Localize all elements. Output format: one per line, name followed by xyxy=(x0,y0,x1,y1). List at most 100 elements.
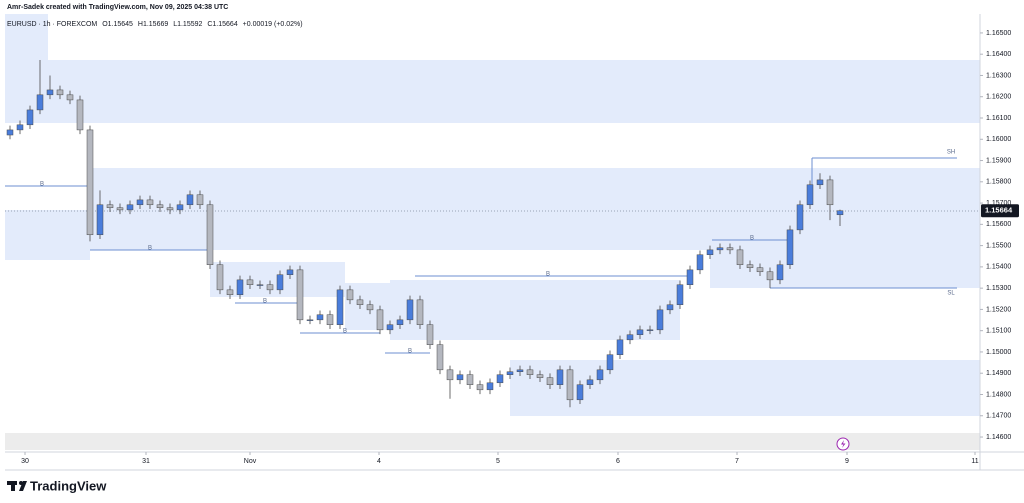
candle-body xyxy=(216,264,224,291)
legend-open: O1.15645 xyxy=(102,21,133,28)
candle-body xyxy=(796,204,804,231)
levels: B B B B B B B SH SL xyxy=(5,150,980,355)
candle-body xyxy=(456,374,464,381)
candle-body xyxy=(326,314,334,325)
candle-body xyxy=(766,271,774,281)
legend-close: C1.15664 xyxy=(207,21,237,28)
zone xyxy=(390,280,680,340)
candle-body xyxy=(376,309,384,331)
y-tick-label: 1.16300 xyxy=(986,72,1011,79)
candle-body xyxy=(56,89,64,96)
candle-body xyxy=(526,369,534,375)
candle-body xyxy=(546,377,554,385)
candle-body xyxy=(276,274,284,291)
legend-high: H1.15669 xyxy=(138,21,168,28)
candle-body xyxy=(166,207,174,211)
candle-body xyxy=(816,179,824,186)
annotation: B xyxy=(546,272,550,278)
candle-body xyxy=(446,369,454,381)
symbol: EURUSD · 1h · FOREXCOM xyxy=(7,21,97,28)
candle-body xyxy=(426,324,434,345)
candle-body xyxy=(606,354,614,371)
zone xyxy=(710,240,980,288)
event-bolt xyxy=(841,440,846,448)
candle-body xyxy=(286,269,294,275)
candle-body xyxy=(756,267,764,273)
candle-body xyxy=(156,204,164,209)
candle-body xyxy=(716,247,724,251)
candle-body xyxy=(346,289,354,301)
y-tick-label: 1.16000 xyxy=(986,136,1011,143)
candle-body xyxy=(556,369,564,385)
candle-body xyxy=(646,329,654,331)
y-tick-label: 1.15200 xyxy=(986,306,1011,313)
y-tick-label: 1.15800 xyxy=(986,179,1011,186)
annotation: B xyxy=(40,182,44,188)
candle-body xyxy=(736,249,744,266)
x-tick-label: 9 xyxy=(845,458,849,465)
candle-body xyxy=(516,369,524,372)
y-tick-label: 1.16500 xyxy=(986,30,1011,37)
annotation: B xyxy=(263,299,267,305)
session-band xyxy=(5,433,980,450)
candle-body xyxy=(396,319,404,325)
zones xyxy=(5,14,980,450)
candle-body xyxy=(306,319,314,321)
candle-body xyxy=(406,299,414,321)
candle-body xyxy=(496,374,504,384)
brand: TradingView xyxy=(30,478,107,493)
logo-mark xyxy=(19,481,27,491)
candle-body xyxy=(16,124,24,131)
zone xyxy=(90,168,980,250)
y-tick-label: 1.14600 xyxy=(986,434,1011,441)
candle-body xyxy=(676,284,684,305)
candle-body xyxy=(256,284,264,286)
y-tick-label: 1.16100 xyxy=(986,115,1011,122)
annotation: B xyxy=(408,349,412,355)
x-tick-label: 5 xyxy=(496,458,500,465)
x-tick-label: 11 xyxy=(971,458,978,465)
zone xyxy=(5,60,980,123)
y-tick-label: 1.15300 xyxy=(986,285,1011,292)
y-tick-label: 1.15000 xyxy=(986,349,1011,356)
candle-body xyxy=(6,129,14,136)
y-tick-label: 1.15400 xyxy=(986,264,1011,271)
candle-body xyxy=(726,247,734,251)
candle-body xyxy=(136,199,144,206)
candle-body xyxy=(86,129,94,236)
candle-body xyxy=(236,279,244,295)
zone xyxy=(5,210,90,260)
candle-body xyxy=(96,204,104,236)
candle-body xyxy=(656,309,664,331)
candle-body xyxy=(66,94,74,101)
candle-body xyxy=(76,99,84,131)
candle-body xyxy=(776,264,784,281)
y-tick-label: 1.15100 xyxy=(986,328,1011,335)
candle-body xyxy=(586,379,594,385)
candle-body xyxy=(36,94,44,111)
annotation: SH xyxy=(947,150,955,156)
annotation: SL xyxy=(947,291,955,297)
logo-mark xyxy=(11,481,15,491)
candle-body xyxy=(146,199,154,206)
axes: 1.14600 1.14700 1.14800 1.14900 1.15000 1.151… xyxy=(21,30,1019,465)
x-tick-label: 7 xyxy=(735,458,739,465)
candle-body xyxy=(436,344,444,371)
candle-body xyxy=(416,299,424,325)
legend-low: L1.15592 xyxy=(173,21,202,28)
legend-change: +0.00019 (+0.02%) xyxy=(243,21,303,28)
last-price-label: 1.15664 xyxy=(985,206,1013,215)
y-tick-label: 1.16200 xyxy=(986,94,1011,101)
candle-body xyxy=(366,304,374,311)
candle-body xyxy=(386,324,394,331)
candle-body xyxy=(466,374,474,385)
candle-body xyxy=(46,89,54,96)
x-tick-label: 6 xyxy=(616,458,620,465)
candle-body xyxy=(836,210,844,216)
candle-body xyxy=(786,229,794,266)
candle-body xyxy=(506,371,514,375)
candle-body xyxy=(116,207,124,211)
last-price-box xyxy=(981,204,1019,218)
